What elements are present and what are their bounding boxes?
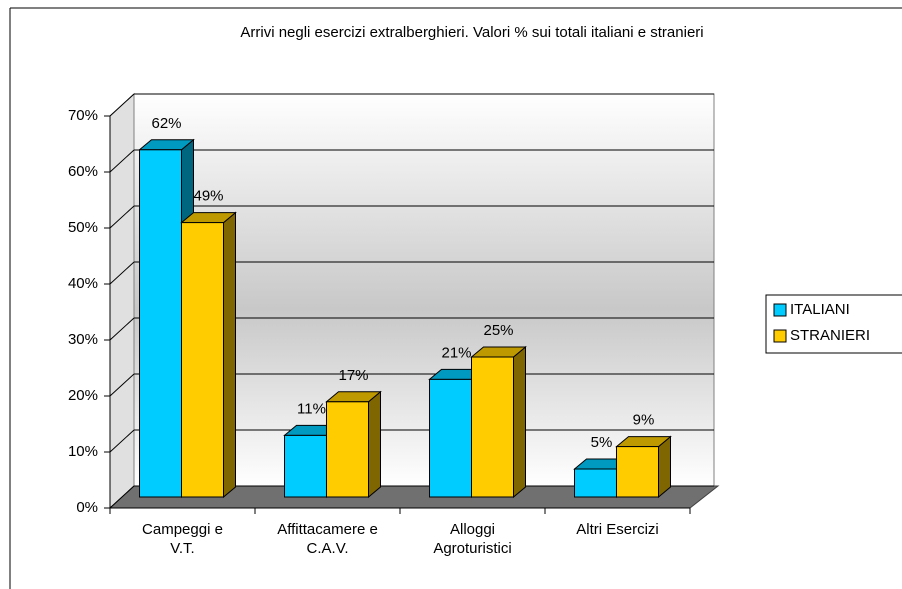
data-label: 5% — [591, 434, 613, 451]
legend-swatch — [773, 329, 787, 343]
data-label: 11% — [297, 400, 326, 417]
y-tick-label: 60% — [68, 163, 98, 180]
bar-side — [368, 390, 381, 499]
legend-label: ITALIANI — [790, 301, 850, 318]
bar — [325, 390, 382, 499]
legend-label: STRANIERI — [790, 327, 870, 344]
grid-line-side — [109, 429, 135, 453]
y-tick-label: 70% — [68, 107, 98, 124]
y-tick-label: 20% — [68, 387, 98, 404]
grid-line-side — [109, 373, 135, 397]
x-tick-label: Altri Esercizi — [576, 521, 659, 538]
data-label: 17% — [338, 367, 368, 384]
y-tick-label: 0% — [76, 499, 98, 516]
bar-side — [223, 211, 236, 499]
bar-front — [181, 222, 224, 498]
grid-line-side — [109, 149, 135, 173]
grid-line-side — [109, 317, 135, 341]
data-label: 49% — [193, 188, 223, 205]
bar-front — [574, 468, 617, 498]
y-tick-label: 30% — [68, 331, 98, 348]
x-tick-label: Campeggi e V.T. — [142, 521, 223, 557]
data-label: 21% — [441, 344, 471, 361]
grid-line-side — [109, 261, 135, 285]
legend-box — [765, 294, 902, 354]
x-tick-label: Alloggi Agroturistici — [433, 521, 512, 557]
y-tick-label: 40% — [68, 275, 98, 292]
grid-line-side — [109, 93, 135, 117]
data-label: 62% — [151, 115, 181, 132]
bar-front — [616, 446, 659, 498]
y-tick-label: 50% — [68, 219, 98, 236]
legend-swatch — [773, 303, 787, 317]
bar-front — [471, 356, 514, 498]
data-label: 9% — [633, 412, 655, 429]
bar — [180, 211, 237, 499]
bar — [470, 345, 527, 499]
bar-front — [326, 401, 369, 498]
side-wall — [109, 92, 135, 510]
y-tick-label: 10% — [68, 443, 98, 460]
grid-line-side — [109, 205, 135, 229]
bar — [615, 435, 672, 499]
grid-line-side — [109, 485, 135, 509]
bar-front — [284, 434, 327, 498]
bar-side — [513, 345, 526, 499]
bar-front — [139, 149, 182, 498]
bar-front — [429, 378, 472, 498]
x-tick-label: Affittacamere e C.A.V. — [277, 521, 378, 557]
chart-title: Arrivi negli esercizi extralberghieri. V… — [240, 24, 703, 41]
data-label: 25% — [483, 322, 513, 339]
